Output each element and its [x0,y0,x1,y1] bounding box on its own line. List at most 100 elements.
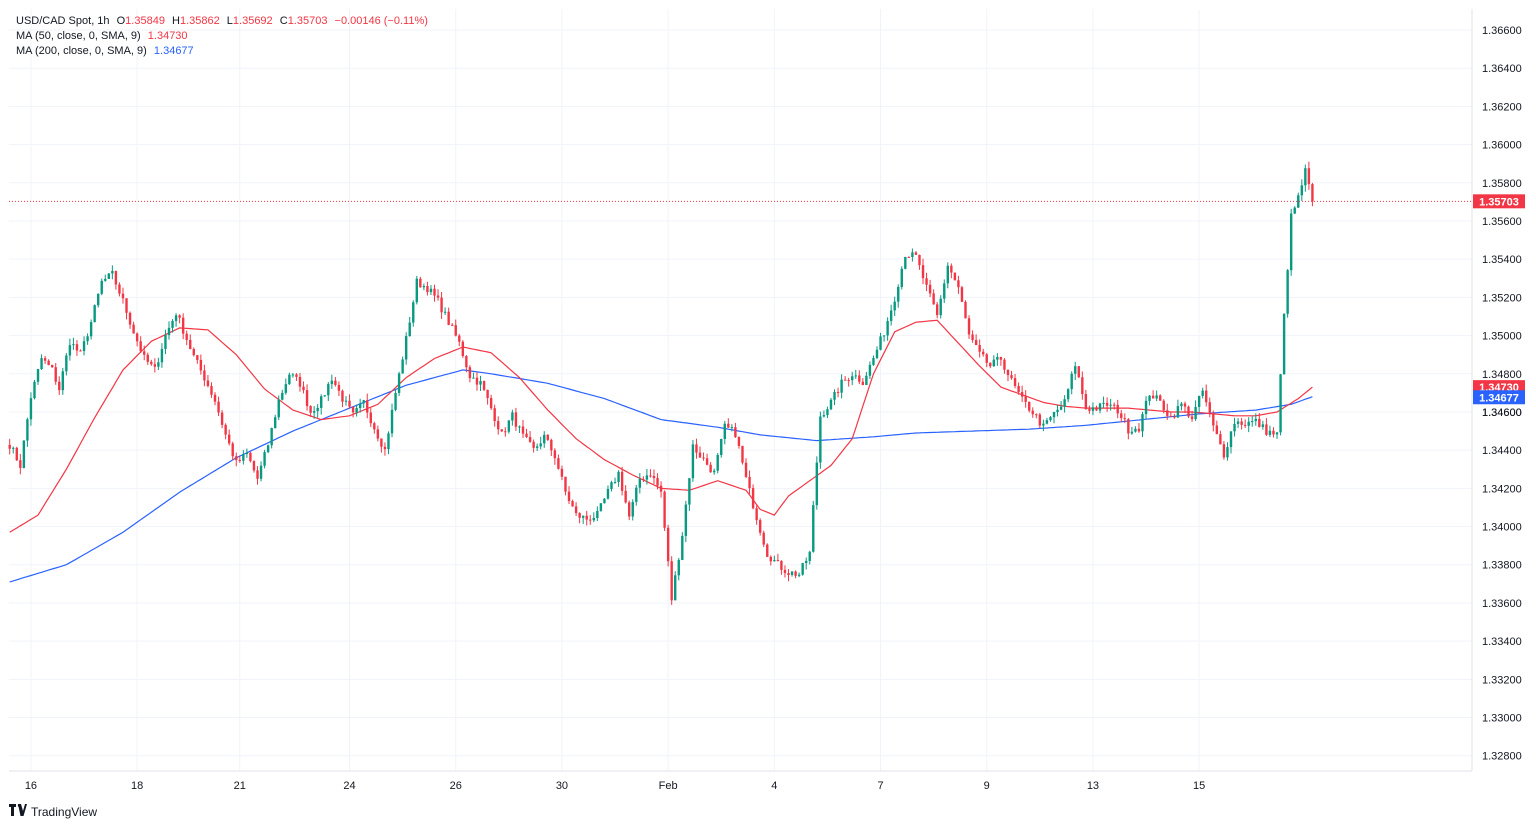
candle-body [1091,407,1095,411]
candle-body [489,398,493,409]
candle-body [1045,420,1049,424]
candle-body [75,344,79,351]
candle-body [196,355,199,360]
candle-body [238,460,241,462]
ma50-line [9,319,1313,533]
candle-body [659,485,663,492]
candle-body [245,452,249,455]
candle-body [128,312,132,325]
candle-body [574,506,578,514]
candle-body [872,358,875,365]
candle-body [29,398,33,420]
candle-body [291,374,295,376]
candle-body [302,386,305,391]
candle-body [412,302,415,323]
candle-body [33,381,36,399]
candle-body [727,423,730,428]
candle-body [1258,418,1261,427]
candle-body [613,482,617,484]
candle-body [514,412,518,427]
candle-body [1013,378,1017,386]
candle-body [132,324,135,334]
candle-body [118,284,121,294]
x-tick-label: 30 [556,780,568,792]
y-axis[interactable]: 1.36600 1.36400 1.36200 1.36000 1.35800 1.356… [1482,25,1522,763]
y-tick-label: 1.33600 [1482,598,1522,610]
candle-body [390,409,394,434]
candle-body [550,439,553,451]
y-tick-label: 1.36200 [1482,101,1522,113]
y-tick-label: 1.35600 [1482,216,1522,228]
ma50-legend-row[interactable]: MA (50, close, 0, SMA, 9) 1.34730 [16,29,432,44]
candle-body [1105,402,1109,406]
candle-body [744,462,748,477]
candle-body [1169,415,1173,417]
tradingview-logo[interactable]: TradingView [9,804,97,819]
candle-body [836,391,840,393]
ohlc-change: −0.00146 (−0.11%) [334,15,428,27]
ma200-path [9,369,1313,583]
candle-body [751,488,755,509]
candle-body [231,443,234,457]
candle-body [691,444,695,479]
candle-body [383,446,387,450]
candle-body [737,437,741,446]
candle-body [174,315,178,321]
last-price-badge-text: 1.35703 [1479,196,1519,208]
candle-body [121,293,125,299]
candle-body [1183,403,1187,407]
candle-body [935,304,939,316]
candle-body [1141,414,1144,432]
y-tick-label: 1.34800 [1482,369,1522,381]
candle-body [139,341,142,352]
candle-body [989,362,992,367]
candle-body [171,320,174,328]
candle-body [143,351,146,355]
candle-body [206,380,210,387]
candle-body [553,450,557,459]
candle-body [507,420,511,432]
candle-body [723,423,726,439]
candle-body [43,358,47,361]
y-tick-label: 1.35000 [1482,331,1522,343]
candle-body [638,478,642,488]
candle-body [1201,390,1204,396]
y-tick-label: 1.33400 [1482,636,1522,648]
candle-body [422,286,426,288]
candle-body [104,278,107,281]
candle-body [943,283,946,299]
candle-body [1095,407,1098,411]
ma200-legend-row[interactable]: MA (200, close, 0, SMA, 9) 1.34677 [16,44,432,59]
candle-body [875,349,879,359]
candle-body [1120,413,1123,419]
candle-body [666,527,670,562]
candle-body [528,437,532,442]
last-price-badge: 1.35703 [1473,194,1525,209]
candle-body [288,374,291,385]
candle-body [624,490,627,503]
candle-body [812,505,815,552]
x-tick-label: 7 [877,780,883,792]
y-tick-label-partial: 1.34600 [1482,407,1522,419]
candle-body [1197,395,1201,407]
candle-body [840,379,843,393]
x-axis[interactable]: 16 18 21 24 26 30 Feb 4 7 9 13 15 [25,780,1205,792]
candle-body [1155,395,1158,399]
candle-body [1010,375,1013,379]
symbol-legend-row[interactable]: USD/CAD Spot, 1h O1.35849 H1.35862 L1.35… [16,14,432,29]
candle-body [1130,431,1134,434]
candle-body [210,386,213,395]
candle-body [535,446,539,448]
candle-body [504,431,507,433]
candle-body [780,560,783,570]
candle-body [1006,369,1010,376]
candle-body [957,280,960,288]
candle-body [93,305,96,323]
candle-body [1265,424,1268,435]
candle-body [1194,406,1197,420]
candle-body [1112,404,1116,406]
candle-body [316,407,319,412]
